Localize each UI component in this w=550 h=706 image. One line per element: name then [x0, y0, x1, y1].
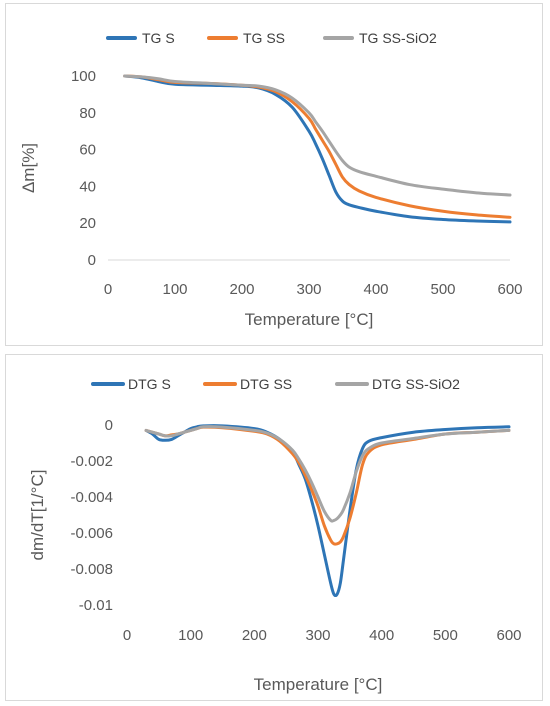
legend-label: DTG SS	[240, 376, 292, 392]
legend-label: TG SS-SiO2	[359, 30, 437, 46]
x-tick-label: 0	[123, 627, 131, 644]
legend-label: TG S	[142, 30, 175, 46]
legend-label: TG SS	[243, 30, 285, 46]
x-tick-label: 600	[496, 627, 521, 644]
x-tick-label: 400	[363, 281, 388, 298]
x-tick-label: 600	[497, 281, 522, 298]
y-tick-label: -0.004	[70, 489, 113, 506]
x-tick-label: 300	[305, 627, 330, 644]
x-tick-label: 0	[104, 281, 112, 298]
x-tick-label: 100	[178, 627, 203, 644]
y-tick-label: 80	[79, 105, 96, 122]
x-axis-title: Temperature [°C]	[245, 310, 374, 329]
x-tick-label: 200	[229, 281, 254, 298]
x-tick-label: 500	[430, 281, 455, 298]
x-tick-label: 300	[296, 281, 321, 298]
y-tick-label: 100	[71, 68, 96, 85]
tg-chart-panel: 0 100 200 300 400 500 600 0 20 40 60 80 100 Temperatu…	[5, 3, 543, 346]
y-tick-label: -0.002	[70, 453, 113, 470]
series-line	[123, 74, 512, 224]
y-tick-label: -0.008	[70, 561, 113, 578]
y-tick-label: -0.006	[70, 525, 113, 542]
dtg-chart-panel: 0 100 200 300 400 500 600 0 -0.002 -0.004 -0.006 -0…	[5, 354, 543, 701]
x-tick-label: 100	[162, 281, 187, 298]
dtg-chart: 0 100 200 300 400 500 600 0 -0.002 -0.004 -0.006 -0…	[28, 376, 522, 694]
legend-label: DTG SS-SiO2	[372, 376, 460, 392]
y-tick-label: 40	[79, 178, 96, 195]
series-line	[123, 74, 512, 197]
series-line	[144, 425, 511, 523]
y-tick-label: -0.01	[79, 597, 113, 614]
y-axis-title: dm/dT[1/°C]	[28, 470, 47, 561]
y-tick-label: 20	[79, 215, 96, 232]
legend-label: DTG S	[128, 376, 171, 392]
y-tick-label: 60	[79, 142, 96, 159]
tg-chart: 0 100 200 300 400 500 600 0 20 40 60 80 100 Temperatu…	[19, 30, 523, 329]
x-tick-label: 500	[433, 627, 458, 644]
y-axis-title: Δm[%]	[19, 143, 38, 193]
y-tick-label: 0	[88, 252, 96, 269]
x-tick-label: 400	[369, 627, 394, 644]
y-tick-label: 0	[105, 417, 113, 434]
series-line	[144, 425, 511, 546]
series-line	[144, 424, 511, 598]
x-axis-title: Temperature [°C]	[254, 675, 383, 694]
x-tick-label: 200	[242, 627, 267, 644]
